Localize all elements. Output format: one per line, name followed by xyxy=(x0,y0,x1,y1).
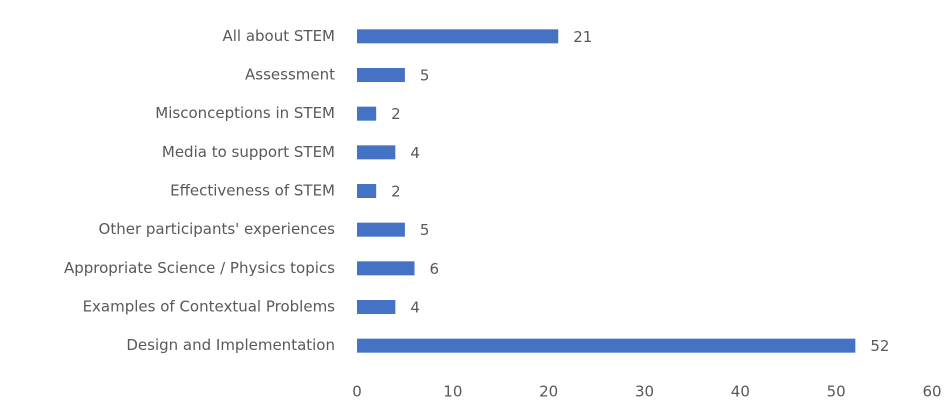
bar xyxy=(357,106,377,121)
bar xyxy=(357,29,559,44)
bar xyxy=(357,145,396,160)
data-label: 4 xyxy=(410,144,420,162)
y-tick-label: All about STEM xyxy=(222,27,335,45)
y-tick-label: Misconceptions in STEM xyxy=(155,104,335,122)
bar xyxy=(357,338,856,353)
bar xyxy=(357,184,377,198)
y-tick-label: Media to support STEM xyxy=(162,143,335,161)
x-tick-label: 10 xyxy=(443,383,462,401)
x-tick-label: 40 xyxy=(731,383,750,401)
x-tick-label: 50 xyxy=(827,383,846,401)
data-label: 2 xyxy=(391,183,401,201)
y-tick-label: Effectiveness of STEM xyxy=(170,182,335,200)
x-tick-label: 0 xyxy=(352,383,362,401)
bar xyxy=(357,68,405,82)
data-label: 5 xyxy=(420,221,430,239)
data-label: 6 xyxy=(430,260,440,278)
bar xyxy=(357,261,415,276)
y-tick-label: Examples of Contextual Problems xyxy=(83,298,336,316)
data-label: 52 xyxy=(870,337,889,355)
y-tick-label: Other participants' experiences xyxy=(99,220,336,238)
data-label: 4 xyxy=(410,299,420,317)
x-tick-label: 30 xyxy=(635,383,654,401)
data-label: 21 xyxy=(573,28,592,46)
bar xyxy=(357,300,396,314)
data-label: 2 xyxy=(391,105,401,123)
y-tick-label: Design and Implementation xyxy=(126,336,335,354)
x-tick-label: 20 xyxy=(539,383,558,401)
x-tick-label: 60 xyxy=(922,383,941,401)
y-tick-label: Assessment xyxy=(245,66,335,84)
data-label: 5 xyxy=(420,67,430,85)
y-tick-label: Appropriate Science / Physics topics xyxy=(64,259,335,277)
bar xyxy=(357,222,405,237)
